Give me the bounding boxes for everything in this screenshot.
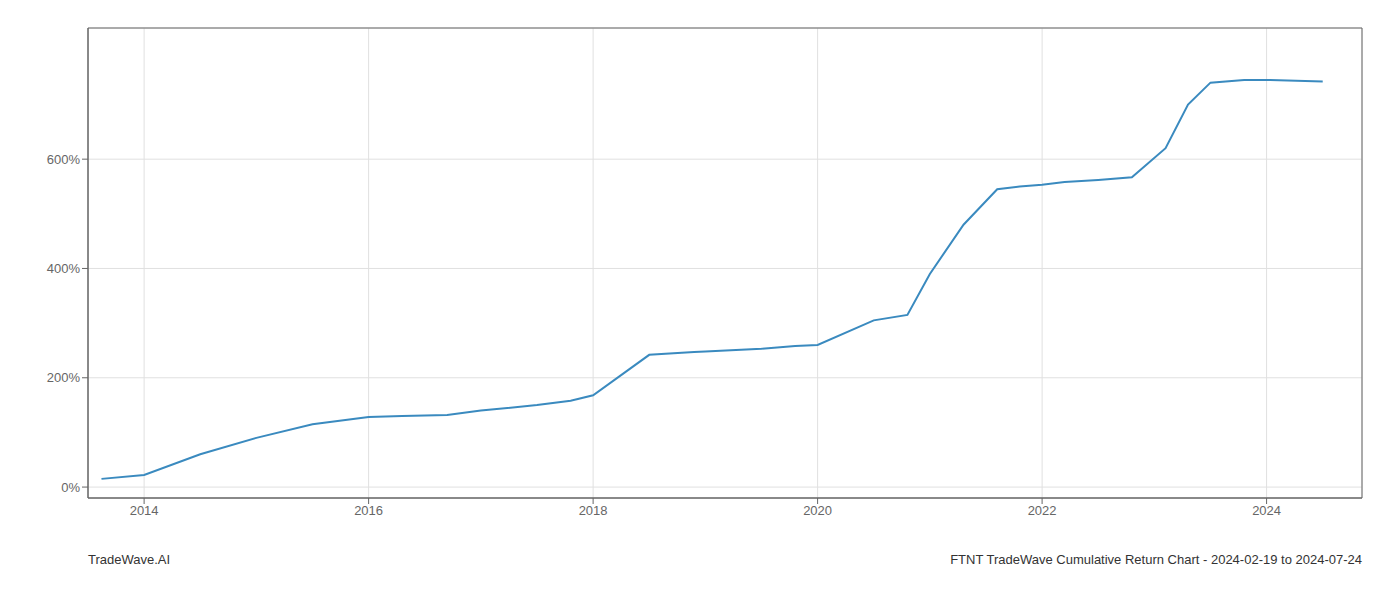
html-text:FTNT TradeWave Cumulative Retu: FTNT TradeWave Cumulative Return Chart -…: [950, 552, 1362, 567]
svg-text:2018: 2018: [579, 503, 608, 518]
svg-text:2020: 2020: [803, 503, 832, 518]
svg-text:2024: 2024: [1252, 503, 1281, 518]
svg-text:200%: 200%: [47, 370, 81, 385]
svg-text:2014: 2014: [130, 503, 159, 518]
svg-text:600%: 600%: [47, 152, 81, 167]
svg-text:0%: 0%: [61, 480, 80, 495]
svg-text:400%: 400%: [47, 261, 81, 276]
svg-text:2016: 2016: [354, 503, 383, 518]
svg-text:2022: 2022: [1028, 503, 1057, 518]
html-text:TradeWave.AI: TradeWave.AI: [88, 552, 171, 567]
